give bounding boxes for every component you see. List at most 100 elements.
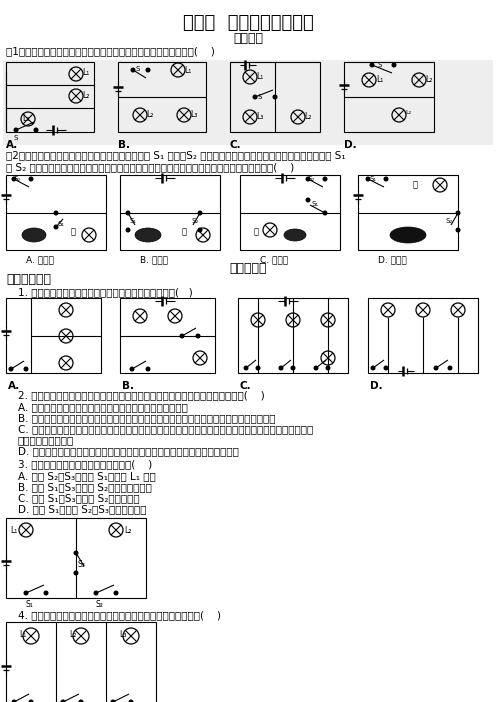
Circle shape	[146, 68, 150, 72]
Circle shape	[24, 591, 28, 595]
Text: 灯: 灯	[254, 227, 259, 236]
Circle shape	[54, 225, 58, 229]
Text: 典例分享: 典例分享	[233, 32, 263, 45]
Circle shape	[366, 177, 370, 181]
Text: S₁: S₁	[26, 600, 34, 609]
Circle shape	[126, 211, 130, 215]
Circle shape	[279, 366, 283, 370]
Text: L₃: L₃	[190, 110, 197, 119]
Text: 一、技能展示: 一、技能展示	[6, 273, 51, 286]
Text: C. 断开 S₁、S₃，闭合 S₂，两灯串联: C. 断开 S₁、S₃，闭合 S₂，两灯串联	[18, 493, 140, 503]
Text: 灯: 灯	[413, 180, 418, 189]
Circle shape	[326, 366, 330, 370]
Bar	[344, 62, 434, 132]
Text: L₂: L₂	[304, 112, 311, 121]
Text: L₃: L₃	[22, 114, 29, 123]
Text: 例1：如图所示的电路中，开关闭合后，三盏灯都属于并联电路的是(    ): 例1：如图所示的电路中，开关闭合后，三盏灯都属于并联电路的是( )	[6, 46, 215, 56]
Text: S₁: S₁	[312, 201, 319, 207]
Circle shape	[74, 551, 78, 555]
Circle shape	[448, 366, 452, 370]
Bar	[120, 175, 220, 250]
Text: 能量加油站: 能量加油站	[229, 262, 267, 275]
Circle shape	[34, 128, 38, 132]
Text: C.: C.	[240, 381, 251, 391]
Circle shape	[146, 367, 150, 371]
Circle shape	[29, 177, 33, 181]
Text: C. 灭蚊网: C. 灭蚊网	[260, 255, 288, 264]
Text: S₃: S₃	[78, 560, 86, 569]
Text: D. 一般家庭中都要安装照明灯和其他用电器，使用时互不影响，它们是并联的: D. 一般家庭中都要安装照明灯和其他用电器，使用时互不影响，它们是并联的	[18, 446, 239, 456]
Circle shape	[306, 198, 310, 201]
Bar	[358, 175, 458, 250]
Ellipse shape	[22, 228, 46, 242]
Bar	[230, 62, 320, 132]
Text: 和 S₂ 都闭合时，灭蚊网与灯都通电同时起到灭蚊和照明作用。下列电路设计符合这种要求的是(    ): 和 S₂ 都闭合时，灭蚊网与灯都通电同时起到灭蚊和照明作用。下列电路设计符合这种…	[6, 162, 294, 172]
Ellipse shape	[284, 229, 306, 241]
Text: D.: D.	[370, 381, 382, 391]
Circle shape	[392, 63, 396, 67]
Circle shape	[291, 366, 295, 370]
Text: 灯: 灯	[71, 227, 76, 236]
Ellipse shape	[135, 228, 161, 242]
Text: L₃: L₃	[256, 112, 263, 121]
Text: 4. （多选）如图所示，关于电路的连接，以下说法中，正确的是(    ): 4. （多选）如图所示，关于电路的连接，以下说法中，正确的是( )	[18, 610, 221, 620]
Text: L₁: L₁	[376, 75, 383, 84]
Bar	[6, 298, 101, 373]
Bar	[3, 60, 493, 145]
Circle shape	[456, 228, 460, 232]
Circle shape	[9, 367, 13, 371]
Circle shape	[14, 128, 18, 132]
Circle shape	[273, 95, 277, 99]
Text: S₂: S₂	[192, 218, 199, 224]
Text: L₂: L₂	[405, 110, 411, 115]
Text: S₂: S₂	[308, 176, 315, 182]
Text: B. 厂房中的抽油烟机里装有照明灯和电动机，它们能同时工作又能单独工作，它们是并联的: B. 厂房中的抽油烟机里装有照明灯和电动机，它们能同时工作又能单独工作，它们是并…	[18, 413, 275, 423]
Circle shape	[61, 700, 65, 702]
Text: 3. 如图所示，下列说法中，不正确的是(    ): 3. 如图所示，下列说法中，不正确的是( )	[18, 459, 152, 469]
Circle shape	[323, 177, 327, 181]
Circle shape	[44, 591, 48, 595]
Text: A.: A.	[8, 381, 20, 391]
Circle shape	[384, 177, 388, 181]
Text: D. 断开 S₁，闭合 S₂、S₃，电源被短路: D. 断开 S₁，闭合 S₂、S₃，电源被短路	[18, 504, 146, 514]
Circle shape	[94, 591, 98, 595]
Bar	[118, 62, 206, 132]
Text: L₂: L₂	[69, 630, 76, 639]
Circle shape	[126, 228, 130, 232]
Bar	[6, 62, 94, 132]
Text: S₁: S₁	[130, 218, 137, 224]
Text: L₂: L₂	[124, 526, 131, 535]
Text: S₁: S₁	[58, 221, 65, 227]
Text: D.: D.	[344, 140, 357, 150]
Text: 1. 如图所示的电路中，三个小灯泡都属于并联电路的是(   ): 1. 如图所示的电路中，三个小灯泡都属于并联电路的是( )	[18, 287, 193, 297]
Text: S₂: S₂	[14, 176, 21, 182]
Text: S₂: S₂	[96, 600, 104, 609]
Circle shape	[306, 177, 310, 181]
Text: 例2：有一种灭蚊拍，具有灭蚊和照明功能，当开关 S₁ 闭合、S₂ 断开时，只有灭蚊网通电起到灭蚊作用；当开关 S₁: 例2：有一种灭蚊拍，具有灭蚊和照明功能，当开关 S₁ 闭合、S₂ 断开时，只有灭…	[6, 150, 346, 160]
Text: B.: B.	[122, 381, 134, 391]
Circle shape	[323, 211, 327, 215]
Text: D. 灭蚊网: D. 灭蚊网	[378, 255, 407, 264]
Text: B.: B.	[118, 140, 130, 150]
Text: B. 断开 S₁、S₃，闭合 S₂，电路构成通路: B. 断开 S₁、S₃，闭合 S₂，电路构成通路	[18, 482, 152, 492]
Text: L₃: L₃	[119, 630, 126, 639]
Text: C. 楼道中的电灯是由声控开关和光控开关共同控制的，只有在天暑并且有声音才会亮，所以声控开关、光: C. 楼道中的电灯是由声控开关和光控开关共同控制的，只有在天暑并且有声音才会亮，…	[18, 424, 313, 434]
Ellipse shape	[390, 227, 426, 243]
Circle shape	[244, 366, 248, 370]
Text: L₁: L₁	[19, 630, 26, 639]
Circle shape	[384, 366, 388, 370]
Text: L₁: L₁	[256, 72, 263, 81]
Circle shape	[370, 63, 374, 67]
Text: S: S	[136, 66, 140, 72]
Circle shape	[198, 211, 202, 215]
Circle shape	[434, 366, 438, 370]
Circle shape	[196, 334, 200, 338]
Circle shape	[111, 700, 115, 702]
Text: C.: C.	[230, 140, 242, 150]
Text: S: S	[258, 94, 262, 100]
Bar	[120, 298, 215, 373]
Text: L₂: L₂	[82, 91, 89, 100]
Text: A.: A.	[6, 140, 18, 150]
Circle shape	[253, 95, 257, 99]
Text: L₁: L₁	[10, 526, 17, 535]
